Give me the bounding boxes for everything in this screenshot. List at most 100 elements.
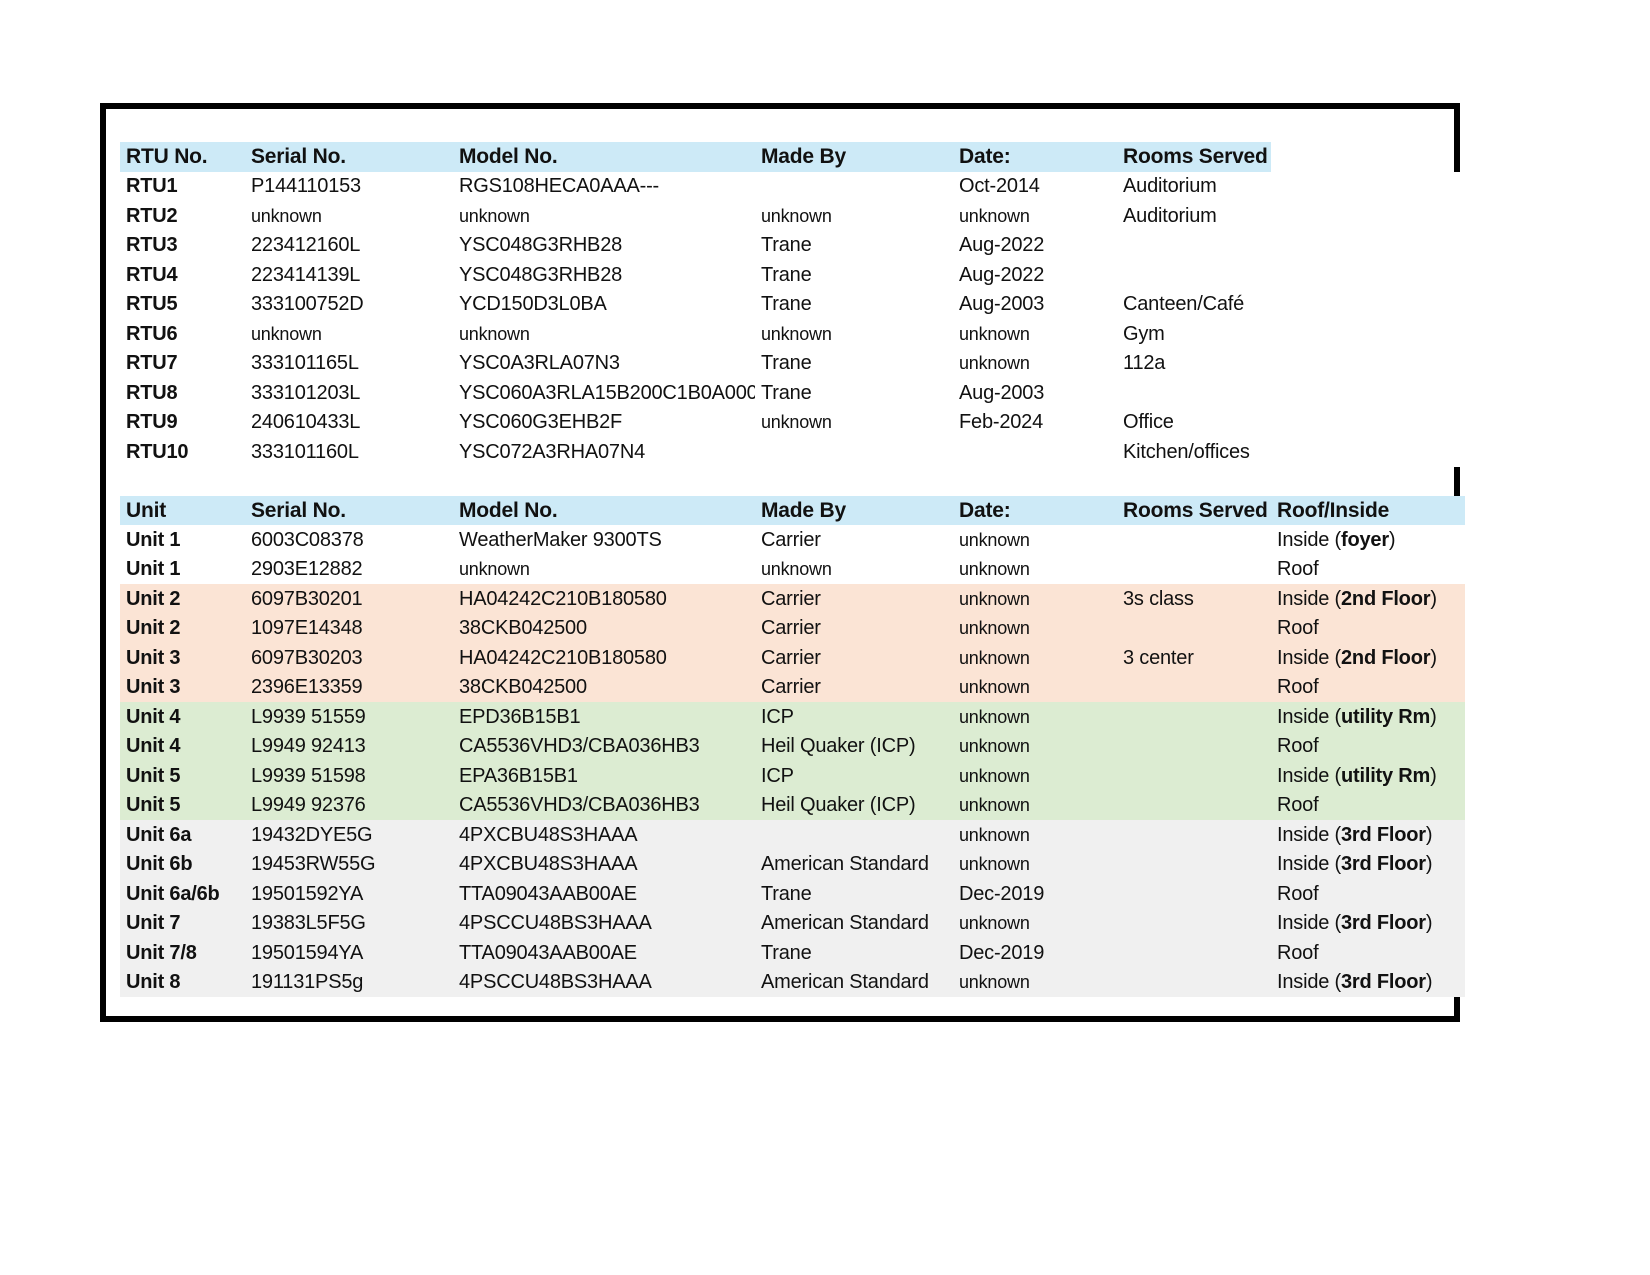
table-row: Unit 6a/6b 19501592YA TTA09043AAB00AE Trane…	[120, 879, 1465, 909]
table-cell: Office	[1123, 411, 1174, 434]
table-cell: 223412160L	[251, 234, 361, 257]
table-cell: YSC048G3RHB28	[459, 263, 623, 286]
table-cell: unknown	[959, 677, 1030, 698]
table-cell: Inside (2nd Floor)	[1277, 587, 1437, 610]
table-cell: Inside (2nd Floor)	[1277, 646, 1437, 669]
table-cell: unknown	[959, 647, 1030, 668]
table-cell: 333101160L	[251, 440, 359, 463]
table-cell: Aug-2022	[959, 263, 1045, 286]
table-content-area: RTU No. Serial No. Model No. Made By Date: Ro…	[120, 142, 1465, 997]
table-cell: L9939 51559	[251, 705, 366, 728]
table-cell: Unit 2	[126, 617, 181, 640]
table-row: RTU4 223414139L YSC048G3RHB28 Trane Aug-2022	[120, 260, 1465, 290]
table-cell: American Standard	[761, 971, 929, 994]
table-cell: Canteen/Café	[1123, 293, 1245, 316]
table-cell	[1271, 349, 1465, 379]
column-header: Serial No.	[245, 495, 453, 525]
table-cell: Carrier	[761, 676, 821, 699]
table-cell: RTU7	[126, 352, 178, 375]
column-header: Model No.	[453, 142, 755, 172]
table-cell: Inside (utility Rm)	[1277, 764, 1437, 787]
table-cell: Aug-2022	[959, 234, 1045, 257]
table-cell	[1271, 437, 1465, 467]
column-header: Rooms Served	[1117, 142, 1271, 172]
table-cell	[1117, 909, 1271, 939]
table-cell: unknown	[959, 618, 1030, 639]
table-cell: Unit 6a	[126, 823, 192, 846]
table-cell: HA04242C210B180580	[459, 587, 667, 610]
table-cell: Roof	[1277, 735, 1319, 758]
table-cell: unknown	[959, 529, 1030, 550]
table-cell: 4PXCBU48S3HAAA	[459, 823, 638, 846]
table-cell: Trane	[761, 941, 812, 964]
table-cell: TTA09043AAB00AE	[459, 941, 637, 964]
column-header: Date:	[953, 495, 1117, 525]
table-row: RTU7 333101165L YSC0A3RLA07N3 Trane unknown 1…	[120, 348, 1465, 379]
table-cell	[1117, 555, 1271, 585]
table-cell	[1117, 525, 1271, 555]
table-cell: Inside (3rd Floor)	[1277, 971, 1433, 994]
column-header: RTU No.	[120, 142, 245, 172]
table-cell: 19501592YA	[251, 882, 364, 905]
table-cell: Aug-2003	[959, 293, 1045, 316]
table-cell: RTU6	[126, 322, 178, 345]
table-cell: CA5536VHD3/CBA036HB3	[459, 794, 700, 817]
table-row: RTU2 unknown unknown unknown unknown Auditori…	[120, 201, 1465, 231]
table-cell: CA5536VHD3/CBA036HB3	[459, 735, 700, 758]
table-cell: YSC0A3RLA07N3	[459, 352, 620, 375]
table-cell	[1117, 732, 1271, 762]
table-cell: Dec-2019	[959, 882, 1045, 905]
table-cell: RTU10	[126, 440, 189, 463]
table-cell: Kitchen/offices	[1123, 440, 1250, 463]
table-cell	[1117, 968, 1271, 998]
table-cell: unknown	[959, 972, 1030, 993]
unit-table-header-row: Unit Serial No. Model No. Made By Date: Rooms…	[120, 495, 1465, 525]
unit-equipment-table: Unit Serial No. Model No. Made By Date: Rooms…	[120, 495, 1465, 998]
table-cell: Unit 3	[126, 676, 181, 699]
table-cell: 223414139L	[251, 263, 361, 286]
table-cell: Trane	[761, 263, 812, 286]
table-cell: unknown	[959, 353, 1030, 374]
table-row: Unit 8 191131PS5g 4PSCCU48BS3HAAA American …	[120, 967, 1465, 998]
table-cell: unknown	[761, 412, 832, 433]
column-header: Rooms Served	[1117, 495, 1271, 525]
table-cell	[1271, 319, 1465, 349]
table-cell: Trane	[761, 882, 812, 905]
table-cell: RTU8	[126, 381, 178, 404]
table-cell: Unit 7/8	[126, 941, 197, 964]
column-header: Made By	[755, 495, 953, 525]
table-row: Unit 6b 19453RW55G 4PXCBU48S3HAAA American …	[120, 849, 1465, 879]
table-cell	[1117, 702, 1271, 732]
table-row: Unit 1 6003C08378 WeatherMaker 9300TS Carri…	[120, 525, 1465, 555]
table-cell: P144110153	[251, 175, 361, 198]
table-cell: Unit 1	[126, 528, 181, 551]
table-cell	[1271, 260, 1465, 290]
table-row: RTU5 333100752D YCD150D3L0BA Trane Aug-2003 C…	[120, 289, 1465, 319]
table-cell: Auditorium	[1123, 175, 1217, 198]
table-cell: American Standard	[761, 912, 929, 935]
table-row: Unit 2 6097B30201 HA04242C210B180580 Carrie…	[120, 584, 1465, 614]
table-cell: unknown	[459, 205, 530, 226]
table-cell: 1097E14348	[251, 617, 363, 640]
table-row: Unit 4 L9939 51559 EPD36B15B1 ICP unknown Ins…	[120, 702, 1465, 732]
table-cell: 3 center	[1123, 646, 1194, 669]
table-cell: 3s class	[1123, 587, 1194, 610]
table-cell: Unit 4	[126, 705, 181, 728]
table-cell: RTU4	[126, 263, 178, 286]
column-header: Made By	[755, 142, 953, 172]
column-header: Unit	[120, 495, 245, 525]
table-cell: RTU3	[126, 234, 178, 257]
table-cell: EPD36B15B1	[459, 705, 581, 728]
column-header: Model No.	[453, 495, 755, 525]
table-cell: Inside (3rd Floor)	[1277, 912, 1433, 935]
table-row: RTU10 333101160L YSC072A3RHA07N4 Kitchen/of…	[120, 437, 1465, 467]
table-cell: Feb-2024	[959, 411, 1044, 434]
table-cell: unknown	[959, 588, 1030, 609]
table-row: RTU1 P144110153 RGS108HECA0AAA--- Oct-2014 A…	[120, 171, 1465, 201]
table-cell: Dec-2019	[959, 941, 1045, 964]
table-cell: 6003C08378	[251, 528, 364, 551]
table-cell	[1117, 378, 1271, 408]
table-cell: HA04242C210B180580	[459, 646, 667, 669]
table-cell: Trane	[761, 381, 812, 404]
table-row: Unit 4 L9949 92413 CA5536VHD3/CBA036HB3 Hei…	[120, 731, 1465, 762]
